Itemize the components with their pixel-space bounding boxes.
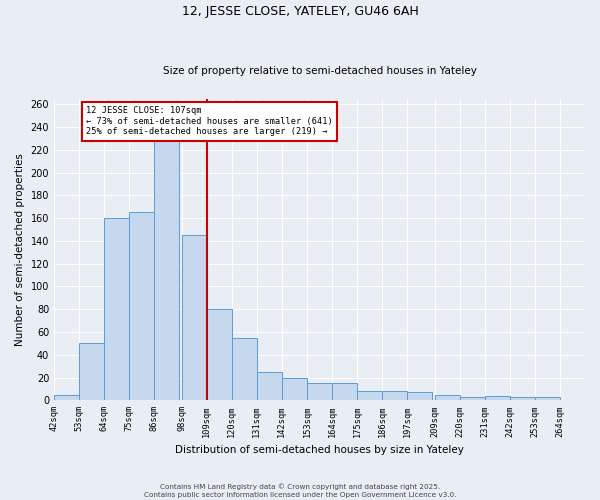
Bar — [129, 212, 154, 400]
Bar — [485, 396, 510, 400]
Y-axis label: Number of semi-detached properties: Number of semi-detached properties — [15, 153, 25, 346]
Title: Size of property relative to semi-detached houses in Yateley: Size of property relative to semi-detach… — [163, 66, 476, 76]
Bar — [257, 372, 282, 400]
Text: Contains HM Land Registry data © Crown copyright and database right 2025.
Contai: Contains HM Land Registry data © Crown c… — [144, 484, 456, 498]
Bar — [232, 338, 257, 400]
Bar — [510, 397, 535, 400]
Bar — [79, 344, 104, 400]
Bar — [332, 383, 357, 400]
Bar — [307, 383, 332, 400]
X-axis label: Distribution of semi-detached houses by size in Yateley: Distribution of semi-detached houses by … — [175, 445, 464, 455]
Bar — [407, 392, 433, 400]
Bar — [282, 378, 307, 400]
Bar — [434, 394, 460, 400]
Bar — [154, 127, 179, 400]
Text: 12, JESSE CLOSE, YATELEY, GU46 6AH: 12, JESSE CLOSE, YATELEY, GU46 6AH — [182, 5, 418, 18]
Bar — [357, 391, 382, 400]
Bar — [460, 397, 485, 400]
Bar — [382, 391, 407, 400]
Bar — [54, 394, 79, 400]
Bar — [104, 218, 129, 400]
Bar — [182, 235, 207, 400]
Bar — [207, 309, 232, 400]
Text: 12 JESSE CLOSE: 107sqm
← 73% of semi-detached houses are smaller (641)
25% of se: 12 JESSE CLOSE: 107sqm ← 73% of semi-det… — [86, 106, 332, 136]
Bar — [535, 397, 560, 400]
